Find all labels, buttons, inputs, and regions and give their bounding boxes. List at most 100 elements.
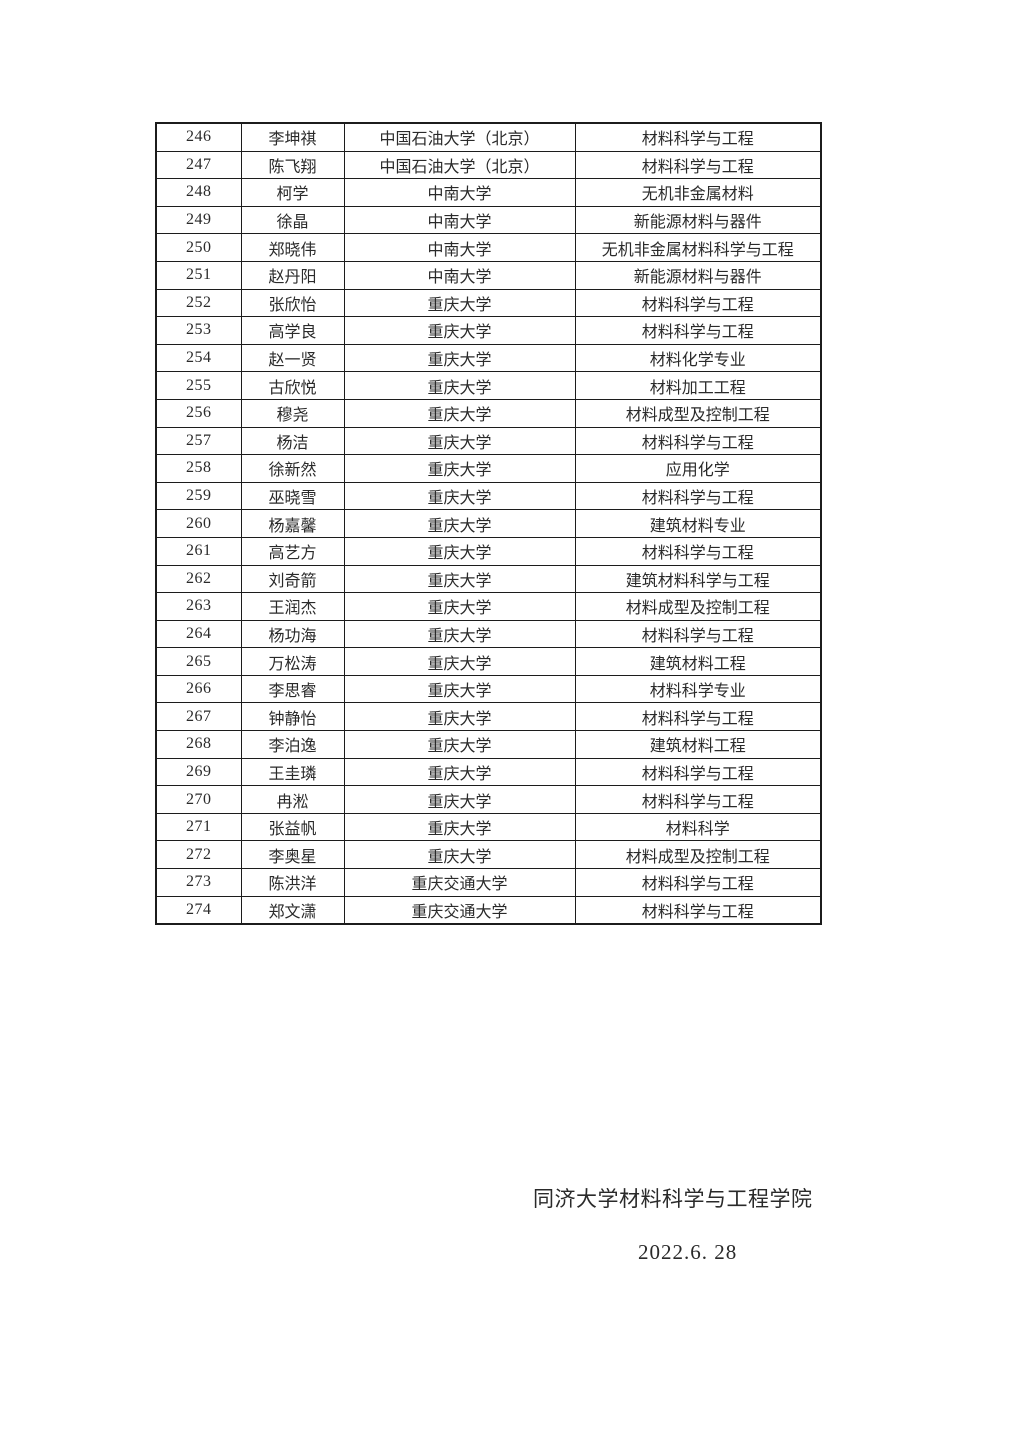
cell-student-name: 高艺方 — [240, 536, 345, 566]
cell-major: 建筑材料工程 — [574, 647, 822, 676]
table-row: 256 穆尧 重庆大学 材料成型及控制工程 — [155, 398, 822, 428]
cell-major: 材料科学与工程 — [574, 619, 822, 649]
cell-major: 无机非金属材料 — [574, 178, 822, 207]
cell-student-name: 陈飞翔 — [240, 150, 345, 180]
table-row: 270 冉淞 重庆大学 材料科学与工程 — [155, 785, 822, 814]
cell-university: 重庆大学 — [343, 316, 576, 345]
cell-row-number: 251 — [155, 260, 242, 290]
table-row: 266 李思睿 重庆大学 材料科学专业 — [155, 674, 822, 704]
cell-university: 重庆大学 — [343, 592, 576, 621]
table-row: 255 古欣悦 重庆大学 材料加工工程 — [155, 371, 822, 400]
cell-university: 重庆大学 — [343, 426, 576, 456]
cell-major: 材料科学专业 — [574, 674, 822, 704]
table-row: 246 李坤祺 中国石油大学（北京） 材料科学与工程 — [155, 122, 822, 152]
cell-row-number: 267 — [155, 702, 242, 732]
cell-row-number: 264 — [155, 619, 242, 649]
cell-student-name: 陈洪洋 — [240, 868, 345, 897]
cell-student-name: 张益帆 — [240, 812, 345, 842]
cell-row-number: 263 — [155, 592, 242, 621]
cell-major: 材料科学与工程 — [574, 785, 822, 814]
cell-row-number: 268 — [155, 730, 242, 759]
cell-university: 重庆大学 — [343, 481, 576, 511]
cell-university: 重庆大学 — [343, 785, 576, 814]
table-row: 254 赵一贤 重庆大学 材料化学专业 — [155, 343, 822, 373]
cell-university: 重庆大学 — [343, 343, 576, 373]
cell-student-name: 杨嘉馨 — [240, 509, 345, 538]
table-row: 251 赵丹阳 中南大学 新能源材料与器件 — [155, 260, 822, 290]
table-row: 262 刘奇箭 重庆大学 建筑材料科学与工程 — [155, 564, 822, 594]
cell-major: 应用化学 — [574, 454, 822, 483]
cell-row-number: 252 — [155, 288, 242, 318]
table-row: 249 徐晶 中南大学 新能源材料与器件 — [155, 205, 822, 235]
cell-row-number: 269 — [155, 757, 242, 787]
cell-student-name: 古欣悦 — [240, 371, 345, 400]
cell-row-number: 266 — [155, 674, 242, 704]
cell-student-name: 王润杰 — [240, 592, 345, 621]
cell-row-number: 254 — [155, 343, 242, 373]
cell-student-name: 李思睿 — [240, 674, 345, 704]
cell-student-name: 李泊逸 — [240, 730, 345, 759]
table-row: 263 王润杰 重庆大学 材料成型及控制工程 — [155, 592, 822, 621]
cell-row-number: 259 — [155, 481, 242, 511]
cell-university: 重庆交通大学 — [343, 868, 576, 897]
cell-major: 材料科学与工程 — [574, 702, 822, 732]
cell-row-number: 265 — [155, 647, 242, 676]
cell-university: 中国石油大学（北京） — [343, 122, 576, 152]
table-row: 250 郑晓伟 中南大学 无机非金属材料科学与工程 — [155, 233, 822, 262]
table-row: 268 李泊逸 重庆大学 建筑材料工程 — [155, 730, 822, 759]
table-row: 265 万松涛 重庆大学 建筑材料工程 — [155, 647, 822, 676]
cell-major: 材料加工工程 — [574, 371, 822, 400]
cell-row-number: 261 — [155, 536, 242, 566]
cell-student-name: 冉淞 — [240, 785, 345, 814]
table-row: 260 杨嘉馨 重庆大学 建筑材料专业 — [155, 509, 822, 538]
cell-row-number: 246 — [155, 122, 242, 152]
cell-university: 中南大学 — [343, 260, 576, 290]
cell-student-name: 穆尧 — [240, 398, 345, 428]
cell-major: 新能源材料与器件 — [574, 260, 822, 290]
table-row: 261 高艺方 重庆大学 材料科学与工程 — [155, 536, 822, 566]
cell-university: 重庆大学 — [343, 536, 576, 566]
cell-row-number: 256 — [155, 398, 242, 428]
table-row: 253 高学良 重庆大学 材料科学与工程 — [155, 316, 822, 345]
cell-student-name: 杨功海 — [240, 619, 345, 649]
cell-row-number: 247 — [155, 150, 242, 180]
cell-row-number: 271 — [155, 812, 242, 842]
cell-student-name: 柯学 — [240, 178, 345, 207]
cell-university: 重庆大学 — [343, 371, 576, 400]
cell-student-name: 李奥星 — [240, 840, 345, 870]
cell-row-number: 248 — [155, 178, 242, 207]
student-roster-body: 246 李坤祺 中国石油大学（北京） 材料科学与工程 247 陈飞翔 中国石油大… — [155, 122, 822, 925]
cell-university: 中南大学 — [343, 233, 576, 262]
table-row: 264 杨功海 重庆大学 材料科学与工程 — [155, 619, 822, 649]
cell-row-number: 262 — [155, 564, 242, 594]
cell-row-number: 270 — [155, 785, 242, 814]
cell-major: 材料科学与工程 — [574, 316, 822, 345]
cell-row-number: 249 — [155, 205, 242, 235]
cell-university: 重庆大学 — [343, 757, 576, 787]
cell-major: 无机非金属材料科学与工程 — [574, 233, 822, 262]
signature-organization: 同济大学材料科学与工程学院 — [533, 1187, 813, 1211]
cell-university: 重庆大学 — [343, 564, 576, 594]
table-row: 274 郑文潇 重庆交通大学 材料科学与工程 — [155, 895, 822, 925]
cell-major: 材料科学 — [574, 812, 822, 842]
signature-date: 2022.6. 28 — [638, 1240, 738, 1264]
cell-student-name: 徐晶 — [240, 205, 345, 235]
cell-university: 中南大学 — [343, 178, 576, 207]
cell-university: 重庆大学 — [343, 812, 576, 842]
cell-row-number: 258 — [155, 454, 242, 483]
cell-university: 重庆大学 — [343, 509, 576, 538]
cell-student-name: 高学良 — [240, 316, 345, 345]
cell-university: 中国石油大学（北京） — [343, 150, 576, 180]
cell-university: 重庆大学 — [343, 454, 576, 483]
cell-university: 中南大学 — [343, 205, 576, 235]
cell-row-number: 250 — [155, 233, 242, 262]
cell-major: 建筑材料专业 — [574, 509, 822, 538]
cell-major: 材料科学与工程 — [574, 122, 822, 152]
cell-university: 重庆大学 — [343, 619, 576, 649]
cell-student-name: 万松涛 — [240, 647, 345, 676]
cell-student-name: 巫晓雪 — [240, 481, 345, 511]
cell-major: 材料科学与工程 — [574, 536, 822, 566]
cell-university: 重庆大学 — [343, 730, 576, 759]
cell-row-number: 272 — [155, 840, 242, 870]
